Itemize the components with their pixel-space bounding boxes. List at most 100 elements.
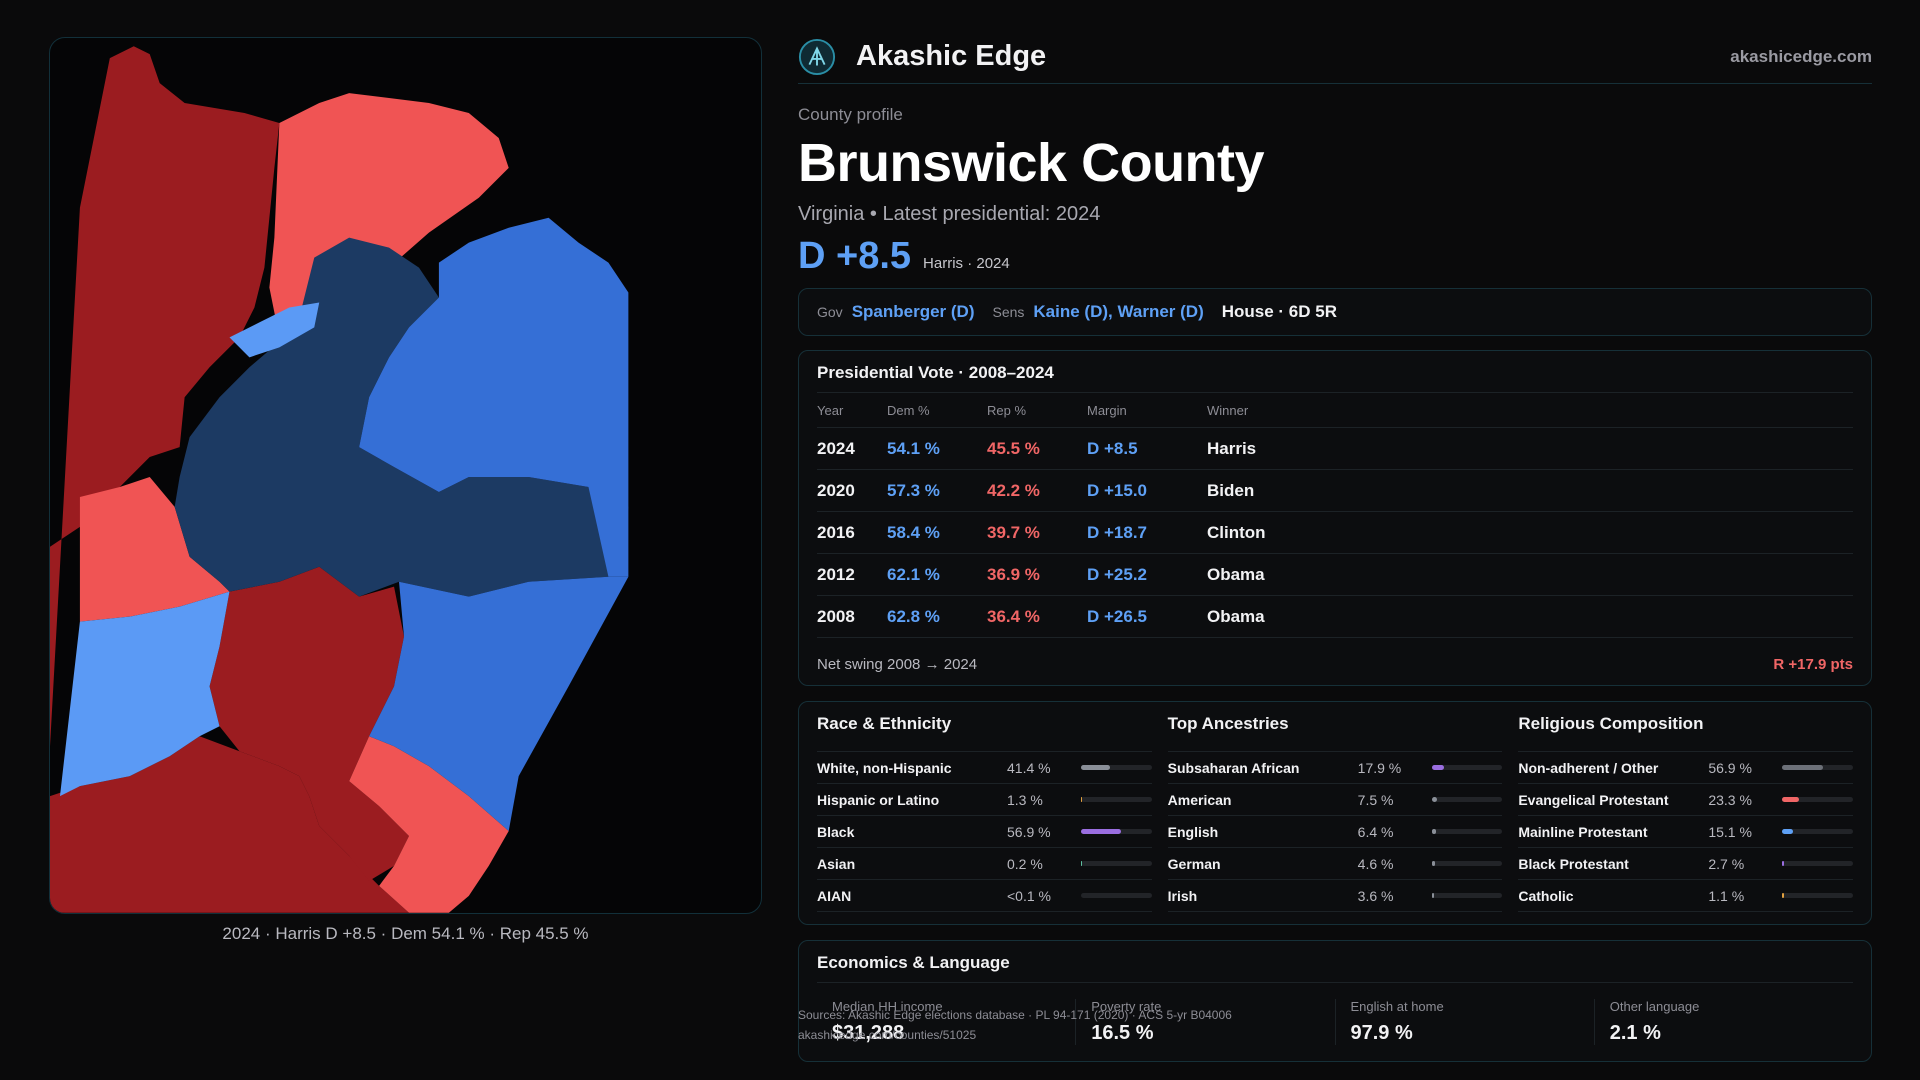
econ-stat-value: $31,288 [832, 1022, 905, 1044]
cell-margin: D +8.5 [1087, 438, 1138, 458]
gov-label: Gov [817, 304, 843, 320]
econ-stat-label: English at home [1350, 999, 1444, 1014]
share-bar [1081, 861, 1152, 866]
brand-name: Akashic Edge [856, 40, 1047, 72]
share-bar-fill [1431, 829, 1437, 834]
economics-title: Economics & Language [817, 953, 1853, 983]
map-region-east[interactable] [359, 217, 629, 577]
cell-dem: 62.8 % [887, 606, 940, 626]
cell-year: 2024 [817, 438, 855, 458]
list-item-value: 3.6 % [1357, 887, 1394, 904]
map-region-west-pocket[interactable] [79, 476, 230, 622]
share-bar [1782, 797, 1854, 802]
list-item: Subsaharan African 17.9 % [1167, 752, 1503, 784]
list-item-value: 0.2 % [1007, 855, 1043, 872]
house-delegation: House · 6D 5R [1221, 302, 1337, 321]
share-bar [1431, 893, 1503, 898]
table-row: 2016 58.4 % 39.7 % D +18.7 Clinton [817, 512, 1853, 554]
map-region-southeast[interactable] [349, 736, 509, 913]
list-item: Asian 0.2 % [817, 848, 1152, 880]
page-title: Brunswick County [798, 133, 1265, 193]
map-caption: 2024 · Harris D +8.5 · Dem 54.1 % · Rep … [222, 924, 589, 943]
list-item-label: German [1167, 855, 1221, 872]
cell-winner: Obama [1207, 606, 1265, 626]
ancestries-title: Top Ancestries [1167, 714, 1503, 752]
econ-stat-label: Poverty rate [1091, 999, 1162, 1014]
cell-winner: Obama [1207, 564, 1265, 584]
race-ethnicity-section: Race & Ethnicity White, non-Hispanic 41.4… [817, 714, 1168, 924]
headline-margin-sub: Harris · 2024 [923, 255, 1010, 272]
sources-line: Sources: Akashic Edge elections database… [798, 1008, 1232, 1022]
cell-dem: 62.1 % [887, 564, 940, 584]
list-item: Non-adherent / Other 56.9 % [1518, 752, 1854, 784]
econ-stat-value: 2.1 % [1609, 1022, 1661, 1044]
econ-stat-value: 16.5 % [1091, 1022, 1154, 1044]
list-item: Hispanic or Latino 1.3 % [817, 784, 1152, 816]
list-item-label: Black [817, 823, 855, 840]
precinct-map-svg [50, 46, 629, 913]
presidential-vote-title: Presidential Vote · 2008–2024 [817, 363, 1853, 393]
econ-stat: Other language 2.1 % [1593, 999, 1853, 1045]
economics-card: Economics & Language Median HH income $3… [798, 940, 1872, 1062]
map-region-center[interactable] [174, 237, 629, 597]
cell-rep: 39.7 % [987, 522, 1040, 542]
map-region-southwest[interactable] [50, 736, 409, 913]
list-item: Black Protestant 2.7 % [1518, 848, 1854, 880]
officials-card: Gov Spanberger (D) Sens Kaine (D), Warne… [798, 288, 1872, 336]
profile-panel: Akashic Edge akashicedge.com County prof… [798, 30, 1872, 1062]
map-region-lake[interactable] [229, 302, 320, 358]
list-item: Evangelical Protestant 23.3 % [1518, 784, 1854, 816]
map-region-southwest-lean[interactable] [59, 591, 230, 797]
presidential-table-header: Year Dem % Rep % Margin Winner [817, 393, 1853, 428]
list-item-value: 4.6 % [1357, 855, 1394, 872]
share-bar [1431, 797, 1503, 802]
presidential-vote-card: Presidential Vote · 2008–2024 Year Dem %… [798, 350, 1872, 686]
list-item: American 7.5 % [1167, 784, 1503, 816]
share-bar [1431, 829, 1503, 834]
share-bar-fill [1431, 765, 1445, 770]
share-bar-fill [1081, 829, 1122, 834]
map-region-southeast-big[interactable] [369, 576, 629, 831]
share-bar [1081, 797, 1152, 802]
cell-margin: D +26.5 [1087, 606, 1148, 626]
precinct-map[interactable] [49, 37, 762, 914]
brand-url-link[interactable]: akashicedge.com [1730, 46, 1872, 66]
list-item-value: 7.5 % [1357, 791, 1394, 808]
cell-dem: 57.3 % [887, 480, 940, 500]
share-bar [1081, 829, 1152, 834]
sources-footer: Sources: Akashic Edge elections database… [798, 1005, 1232, 1045]
list-item: Mainline Protestant 15.1 % [1518, 816, 1854, 848]
econ-stat: Median HH income $31,288 [817, 999, 1075, 1045]
net-swing-value: R +17.9 pts [1773, 656, 1853, 673]
list-item: AIAN <0.1 % [817, 880, 1152, 912]
list-item-label: Catholic [1518, 887, 1574, 904]
headline-margin: D +8.5 Harris · 2024 [798, 235, 1872, 278]
net-swing: Net swing 2008 → 2024 R +17.9 pts [817, 656, 1853, 673]
list-item: White, non-Hispanic 41.4 % [817, 752, 1152, 784]
cell-rep: 42.2 % [987, 480, 1040, 500]
share-bar [1782, 765, 1854, 770]
econ-stat: English at home 97.9 % [1334, 999, 1594, 1045]
share-bar-fill [1782, 797, 1799, 802]
list-item-value: 2.7 % [1708, 855, 1745, 872]
share-bar [1431, 861, 1503, 866]
econ-stat-label: Median HH income [832, 999, 943, 1014]
county-url-link[interactable]: akashicedge.com/counties/51025 [798, 1028, 977, 1042]
cell-dem: 58.4 % [887, 522, 940, 542]
list-item-label: American [1167, 791, 1232, 808]
cell-rep: 36.9 % [987, 564, 1040, 584]
list-item-value: 15.1 % [1708, 823, 1752, 840]
map-region-south-central[interactable] [209, 566, 409, 881]
cell-rep: 45.5 % [987, 438, 1040, 458]
list-item-label: Black Protestant [1518, 855, 1629, 872]
religion-title: Religious Composition [1518, 714, 1854, 752]
list-item-value: 17.9 % [1357, 759, 1402, 776]
col-header-margin: Margin [1087, 402, 1127, 418]
list-item-label: AIAN [817, 887, 852, 904]
map-region-west[interactable] [50, 46, 280, 747]
net-swing-label: Net swing 2008 → 2024 [817, 656, 978, 673]
list-item: Catholic 1.1 % [1518, 880, 1854, 912]
econ-stat: Poverty rate 16.5 % [1075, 999, 1334, 1045]
list-item-label: White, non-Hispanic [817, 759, 952, 776]
